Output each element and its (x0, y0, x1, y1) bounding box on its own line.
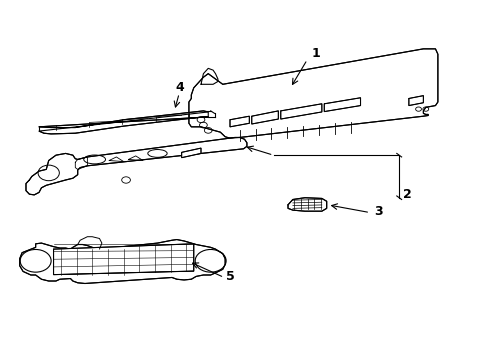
Polygon shape (229, 116, 249, 127)
Text: 2: 2 (402, 188, 411, 202)
Polygon shape (188, 49, 437, 138)
Polygon shape (324, 98, 360, 112)
Polygon shape (251, 111, 278, 124)
Text: 4: 4 (176, 81, 184, 94)
Text: 3: 3 (373, 206, 382, 219)
Polygon shape (26, 138, 246, 195)
Polygon shape (287, 198, 326, 211)
Polygon shape (53, 244, 193, 275)
Polygon shape (39, 111, 208, 134)
Polygon shape (20, 239, 224, 283)
Polygon shape (280, 104, 321, 119)
Polygon shape (181, 148, 201, 158)
Polygon shape (408, 96, 423, 105)
Text: 1: 1 (310, 47, 319, 60)
Text: 5: 5 (225, 270, 234, 283)
